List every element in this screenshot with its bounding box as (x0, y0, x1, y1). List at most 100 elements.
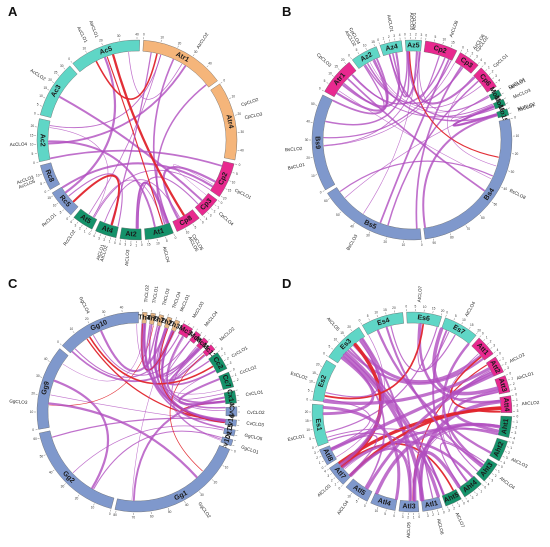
synteny-link-red (89, 336, 214, 385)
tick-mark (495, 469, 497, 471)
chromosome-cc7[interactable] (218, 371, 235, 390)
tick-label: 20 (392, 306, 396, 310)
synteny-link-red (409, 51, 499, 158)
chromosome-atr1[interactable] (142, 40, 218, 88)
chromosome-cx14[interactable] (223, 390, 237, 405)
chromosome-th9[interactable] (149, 312, 156, 325)
chromosome-cp8[interactable] (172, 209, 200, 232)
tick-mark (499, 88, 502, 90)
chromosome-atl4[interactable] (370, 492, 398, 511)
chromosome-atl5[interactable] (345, 478, 373, 502)
tick-mark (85, 50, 87, 53)
chromosome-att2[interactable] (486, 356, 504, 377)
chromosome-bs9[interactable] (311, 94, 336, 191)
chromosome-cv14[interactable] (224, 418, 237, 427)
tick-mark (63, 67, 66, 70)
chromosome-ac3[interactable] (39, 65, 78, 118)
tick-label: 10 (53, 204, 57, 208)
chromosome-aht2[interactable] (489, 437, 508, 462)
chromosome-th4[interactable] (141, 311, 148, 324)
chromosome-aht3[interactable] (475, 458, 498, 482)
tick-mark (319, 365, 322, 367)
tick-mark (196, 328, 198, 331)
tick-label: 0 (484, 62, 486, 66)
chromosome-mo15[interactable] (496, 108, 510, 119)
tick-mark (479, 214, 482, 217)
tick-label: 4 (119, 242, 121, 246)
tick-label: 0 (482, 332, 484, 336)
chromosome-bs4[interactable] (423, 118, 513, 240)
tick-mark (232, 172, 235, 174)
chromosome-az2[interactable] (351, 46, 381, 69)
tick-mark (59, 343, 62, 346)
chromosome-az4[interactable] (379, 40, 403, 56)
chromosome-rc5[interactable] (51, 186, 79, 216)
synteny-link (442, 343, 484, 466)
chromosome-at2[interactable] (119, 227, 142, 241)
chromosome-cp2[interactable] (423, 40, 458, 61)
tick-label: 15 (30, 133, 34, 137)
chromosome-att3[interactable] (494, 375, 511, 395)
chromosome-cp3[interactable] (194, 192, 218, 217)
chromosome-at4[interactable] (95, 220, 119, 239)
chromosome-cv9[interactable] (225, 406, 238, 417)
synteny-link (166, 335, 226, 404)
chromosome-atr4[interactable] (210, 83, 238, 161)
synteny-link (407, 51, 476, 105)
gene-label: AsCLO1 (386, 14, 394, 32)
chromosome-att1[interactable] (471, 337, 494, 361)
chromosome-mo13[interactable] (492, 98, 506, 110)
synteny-link (342, 440, 474, 478)
chromosome-cc2[interactable] (208, 352, 228, 374)
chromosome-cp2[interactable] (210, 160, 235, 197)
chromosome-aht5[interactable] (441, 489, 462, 507)
chromosome-rc8[interactable] (40, 162, 61, 190)
chromosome-mo11[interactable] (488, 89, 502, 101)
chromosome-ac5[interactable] (72, 39, 140, 73)
chromosome-bs5[interactable] (327, 187, 422, 241)
chromosome-cp3[interactable] (454, 52, 479, 74)
chromosome-mc3[interactable] (177, 323, 194, 339)
chromosome-es1[interactable] (311, 403, 329, 447)
tick-label: 60 (324, 199, 328, 203)
chromosome-aht1[interactable] (497, 415, 513, 438)
tick-label: 30 (366, 234, 370, 238)
chromosome-th27[interactable] (163, 316, 173, 329)
chromosome-mc11[interactable] (196, 337, 209, 350)
synteny-link (72, 425, 224, 473)
synteny-link (53, 379, 109, 489)
chromosome-cv15[interactable] (223, 427, 236, 437)
tick-label: 70 (132, 515, 136, 519)
gene-label: ThCLO3 (161, 287, 170, 305)
chromosome-gg2[interactable] (39, 430, 115, 509)
tick-label: 1 (510, 446, 512, 450)
chromosome-th33[interactable] (171, 319, 181, 332)
chromosome-az5[interactable] (405, 39, 422, 52)
gene-label: CcCLO1 (231, 345, 249, 358)
chromosome-mc13[interactable] (202, 344, 216, 357)
tick-mark (500, 460, 503, 463)
chromosome-label: Es1 (314, 418, 323, 431)
chromosome-att4[interactable] (499, 395, 513, 413)
chromosome-es4[interactable] (361, 312, 404, 336)
tick-mark (333, 477, 336, 479)
tick-mark (503, 369, 506, 371)
chromosome-label: Mo15 (496, 104, 508, 123)
chromosome-es2[interactable] (312, 359, 337, 402)
tick-mark (478, 62, 480, 64)
chromosome-th26[interactable] (156, 314, 165, 327)
chromosome-gg10[interactable] (61, 311, 139, 354)
chromosome-at5[interactable] (73, 208, 98, 230)
chromosome-mc8[interactable] (189, 330, 202, 344)
chromosome-gg1[interactable] (114, 445, 231, 513)
chromosome-es6[interactable] (406, 311, 442, 328)
tick-label: 5 (236, 172, 238, 176)
chromosome-gg9[interactable] (36, 348, 69, 430)
chromosome-atl8[interactable] (319, 445, 337, 466)
tick-mark (47, 89, 50, 91)
chromosome-cv101[interactable] (220, 436, 234, 447)
chromosome-ac2[interactable] (36, 118, 51, 163)
chromosome-atl3[interactable] (398, 500, 420, 513)
tick-label: 90 (433, 241, 437, 245)
chromosome-at1[interactable] (144, 222, 174, 240)
